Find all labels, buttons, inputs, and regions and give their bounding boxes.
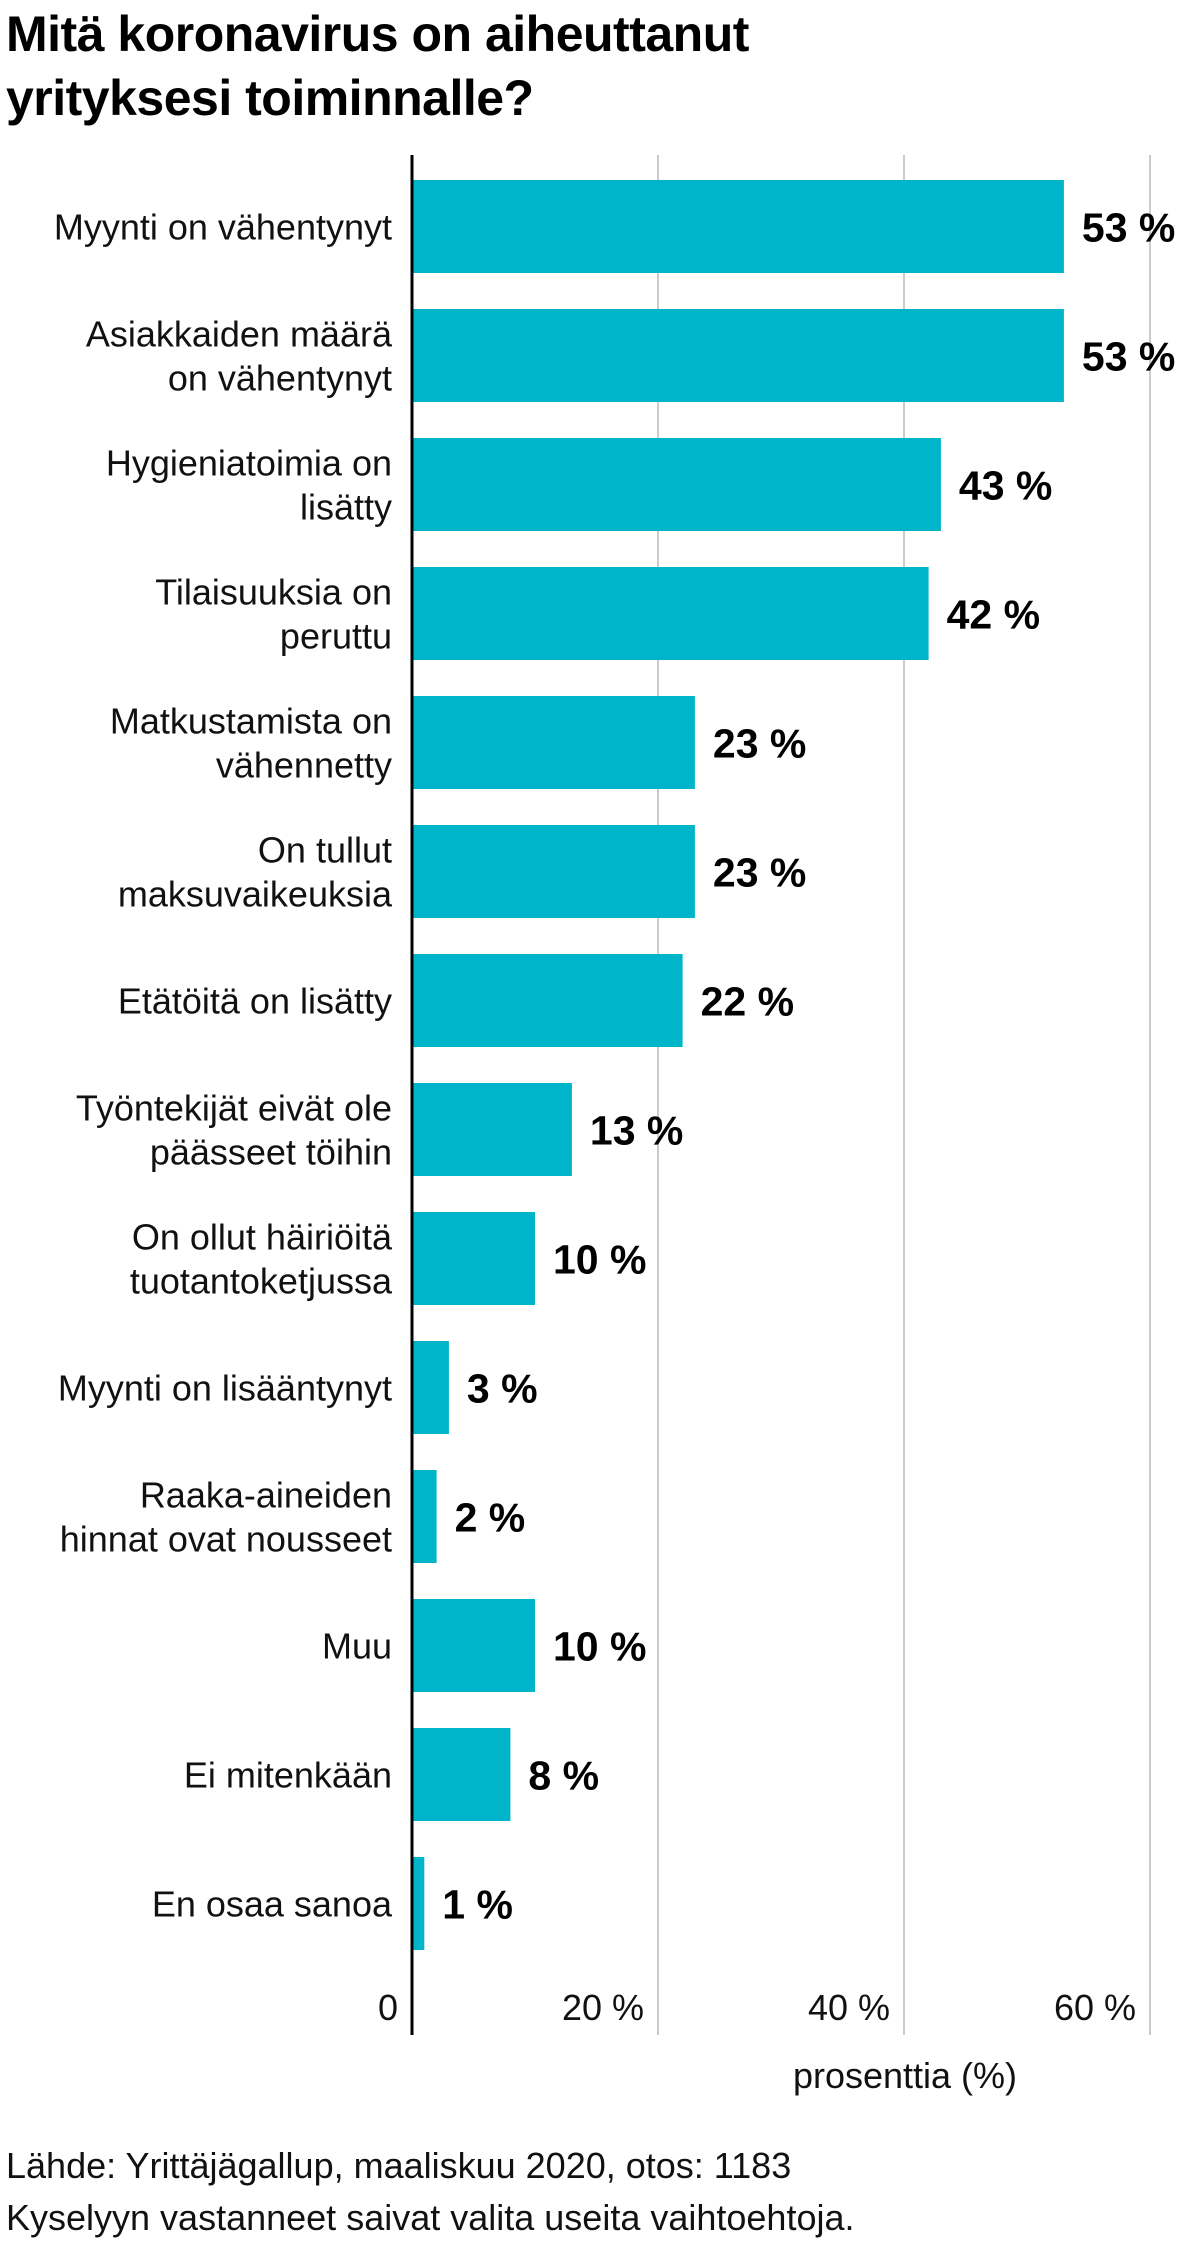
bar-1 xyxy=(412,180,1064,273)
bar-5 xyxy=(412,696,695,789)
x-tick-label-0: 0 xyxy=(378,1987,398,2028)
bar-chart: Myynti on vähentynyt Asiakkaiden määrä on … xyxy=(54,155,1175,2096)
category-label-12: Muu xyxy=(322,1626,392,1667)
category-label-2-line-2: on vähentynyt xyxy=(168,358,392,399)
category-label-4-line-1: Tilaisuuksia on xyxy=(155,572,392,613)
category-label-3: Hygieniatoimia on lisätty xyxy=(106,443,392,528)
category-label-2: Asiakkaiden määrä on vähentynyt xyxy=(86,314,393,399)
category-label-8: Työntekijät eivät ole päässeet töihin xyxy=(76,1088,392,1173)
category-label-7-line-1: Etätöitä on lisätty xyxy=(118,981,392,1022)
value-label-2: 53 % xyxy=(1082,334,1175,380)
category-label-11-line-1: Raaka-aineiden xyxy=(140,1475,392,1516)
value-label-10: 3 % xyxy=(467,1366,538,1412)
multiple-choice-note: Kyselyyn vastanneet saivat valita useita… xyxy=(6,2197,855,2238)
category-label-12-line-1: Muu xyxy=(322,1626,392,1667)
value-label-7: 22 % xyxy=(701,979,794,1025)
category-label-6-line-2: maksuvaikeuksia xyxy=(118,874,393,915)
x-tick-label-40: 40 % xyxy=(808,1987,890,2028)
category-label-11: Raaka-aineiden hinnat ovat nousseet xyxy=(60,1475,392,1560)
category-label-14: En osaa sanoa xyxy=(152,1884,393,1925)
bar-11 xyxy=(412,1470,437,1563)
category-label-6: On tullut maksuvaikeuksia xyxy=(118,830,393,915)
value-label-12: 10 % xyxy=(553,1624,646,1670)
value-label-1: 53 % xyxy=(1082,205,1175,251)
bar-14 xyxy=(412,1857,425,1950)
value-label-4: 42 % xyxy=(947,592,1040,638)
chart-title: Mitä koronavirus on aiheuttanut yritykse… xyxy=(6,2,1186,130)
category-label-7: Etätöitä on lisätty xyxy=(118,981,392,1022)
category-label-10: Myynti on lisääntynyt xyxy=(58,1368,392,1409)
x-tick-label-20: 20 % xyxy=(562,1987,644,2028)
x-axis-title: prosenttia (%) xyxy=(793,2055,1017,2096)
category-label-5-line-2: vähennetty xyxy=(216,745,392,786)
category-label-5: Matkustamista on vähennetty xyxy=(110,701,392,786)
category-label-5-line-1: Matkustamista on xyxy=(110,701,392,742)
category-label-8-line-2: päässeet töihin xyxy=(150,1132,392,1173)
bar-3 xyxy=(412,438,941,531)
bar-4 xyxy=(412,567,929,660)
x-axis-ticks: 0 20 % 40 % 60 % xyxy=(378,1987,1136,2028)
bar-6 xyxy=(412,825,695,918)
category-label-10-line-1: Myynti on lisääntynyt xyxy=(58,1368,392,1409)
category-label-13: Ei mitenkään xyxy=(184,1755,392,1796)
category-label-6-line-1: On tullut xyxy=(258,830,392,871)
bar-9 xyxy=(412,1212,535,1305)
chart-title-line-2: yrityksesi toiminnalle? xyxy=(6,70,534,126)
bar-8 xyxy=(412,1083,572,1176)
bar-12 xyxy=(412,1599,535,1692)
source-note: Lähde: Yrittäjägallup, maaliskuu 2020, o… xyxy=(6,2145,792,2186)
category-label-4-line-2: peruttu xyxy=(280,616,392,657)
bar-7 xyxy=(412,954,683,1047)
value-label-6: 23 % xyxy=(713,850,806,896)
bar-2 xyxy=(412,309,1064,402)
category-label-8-line-1: Työntekijät eivät ole xyxy=(76,1088,392,1129)
category-labels: Myynti on vähentynyt Asiakkaiden määrä on … xyxy=(54,207,393,1925)
category-label-9-line-1: On ollut häiriöitä xyxy=(132,1217,393,1258)
bar-13 xyxy=(412,1728,511,1821)
category-label-9-line-2: tuotantoketjussa xyxy=(130,1261,393,1302)
x-tick-label-60: 60 % xyxy=(1054,1987,1136,2028)
value-label-3: 43 % xyxy=(959,463,1052,509)
category-label-4: Tilaisuuksia on peruttu xyxy=(155,572,392,657)
category-label-3-line-1: Hygieniatoimia on xyxy=(106,443,392,484)
value-label-5: 23 % xyxy=(713,721,806,767)
category-label-2-line-1: Asiakkaiden määrä xyxy=(86,314,393,355)
value-label-13: 8 % xyxy=(528,1753,599,1799)
value-label-9: 10 % xyxy=(553,1237,646,1283)
bar-10 xyxy=(412,1341,449,1434)
value-label-14: 1 % xyxy=(442,1882,513,1928)
category-label-3-line-2: lisätty xyxy=(300,487,392,528)
category-label-14-line-1: En osaa sanoa xyxy=(152,1884,393,1925)
category-label-1: Myynti on vähentynyt xyxy=(54,207,392,248)
value-labels: 53 % 53 % 43 % 42 % 23 % 23 % 22 % 13 % 10 % 3 % 2… xyxy=(442,205,1175,1928)
category-label-11-line-2: hinnat ovat nousseet xyxy=(60,1519,392,1560)
value-label-11: 2 % xyxy=(455,1495,526,1541)
category-label-13-line-1: Ei mitenkään xyxy=(184,1755,392,1796)
gridlines xyxy=(657,155,1151,2035)
category-label-1-line-1: Myynti on vähentynyt xyxy=(54,207,392,248)
chart-title-line-1: Mitä koronavirus on aiheuttanut xyxy=(6,6,749,62)
category-label-9: On ollut häiriöitä tuotantoketjussa xyxy=(130,1217,393,1302)
value-label-8: 13 % xyxy=(590,1108,683,1154)
bars xyxy=(412,180,1064,1950)
